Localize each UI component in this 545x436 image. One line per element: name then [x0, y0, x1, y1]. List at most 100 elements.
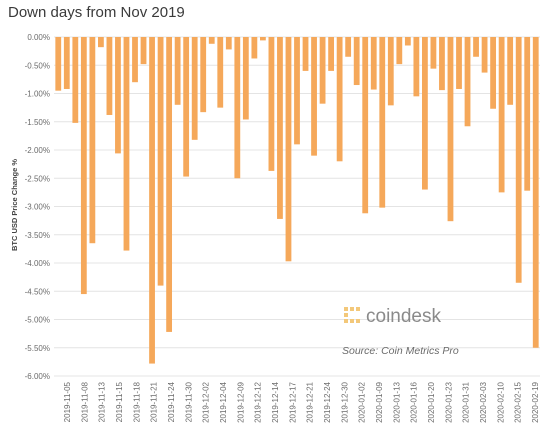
coindesk-watermark: coindesk — [344, 306, 441, 327]
x-tick-label: 2019-11-30 — [184, 381, 193, 422]
x-tick-label: 2020-01-13 — [392, 381, 401, 422]
bar — [251, 37, 258, 59]
bar — [404, 37, 411, 46]
bar — [464, 37, 471, 127]
bar — [225, 37, 232, 50]
bar — [515, 37, 522, 283]
x-tick-label: 2020-01-16 — [410, 381, 419, 422]
x-tick-label: 2019-12-12 — [254, 381, 263, 422]
bar — [89, 37, 96, 244]
y-tick-label: -4.50% — [25, 287, 50, 296]
x-tick-label: 2019-11-15 — [115, 381, 124, 422]
y-axis-ticks: 0.00% -0.50% -1.00% -1.50% -2.00% -2.50% -3.00… — [25, 33, 50, 381]
bar — [80, 37, 87, 295]
bar — [396, 37, 403, 65]
bar — [234, 37, 241, 179]
bar — [422, 37, 428, 190]
y-tick-label: -0.50% — [25, 61, 50, 70]
bar — [439, 37, 445, 91]
bar — [507, 37, 514, 105]
y-tick-label: -5.50% — [25, 344, 50, 353]
y-tick-label: -1.00% — [25, 90, 50, 99]
bar — [132, 37, 138, 83]
bar — [362, 37, 369, 214]
y-tick-label: 0.00% — [27, 33, 50, 42]
bar — [140, 37, 147, 65]
bar — [200, 37, 207, 113]
y-tick-label: -3.00% — [25, 203, 50, 212]
bar — [183, 37, 190, 177]
bar — [328, 37, 335, 71]
bar — [370, 37, 377, 90]
x-tick-label: 2020-01-09 — [375, 381, 384, 422]
bar — [447, 37, 454, 222]
bar — [345, 37, 352, 57]
bar — [532, 37, 539, 348]
x-tick-label: 2019-11-24 — [167, 381, 176, 422]
chart-title: Down days from Nov 2019 — [8, 4, 185, 21]
bar — [302, 37, 309, 71]
bar — [106, 37, 113, 115]
bar — [208, 37, 215, 44]
x-tick-label: 2020-01-20 — [427, 381, 436, 422]
bar — [217, 37, 224, 108]
bar — [242, 37, 249, 120]
bar — [115, 37, 121, 154]
coindesk-logo-icon — [344, 307, 360, 323]
x-tick-label: 2019-11-08 — [80, 381, 89, 422]
x-tick-label: 2020-02-03 — [479, 381, 488, 422]
x-tick-label: 2019-11-05 — [63, 381, 72, 422]
x-tick-label: 2020-01-02 — [358, 381, 367, 422]
bar — [277, 37, 283, 219]
y-tick-label: -6.00% — [25, 372, 50, 381]
x-tick-label: 2019-12-21 — [306, 381, 315, 422]
bar — [456, 37, 462, 89]
bar — [98, 37, 104, 48]
bar — [191, 37, 198, 140]
bar — [490, 37, 497, 109]
bar — [285, 37, 292, 262]
x-tick-label: 2019-12-24 — [323, 381, 332, 422]
x-tick-label: 2019-11-18 — [132, 381, 141, 422]
x-tick-label: 2019-12-09 — [236, 381, 245, 422]
bar — [260, 37, 266, 41]
x-tick-label: 2019-12-04 — [219, 381, 228, 422]
bar — [524, 37, 531, 191]
x-tick-label: 2019-12-17 — [288, 381, 297, 422]
bar — [123, 37, 130, 251]
bar — [166, 37, 173, 332]
bar — [498, 37, 505, 193]
bar — [319, 37, 326, 104]
x-tick-label: 2020-02-10 — [496, 381, 505, 422]
bars — [55, 37, 539, 364]
x-tick-label: 2019-12-30 — [340, 381, 349, 422]
bar — [473, 37, 479, 57]
y-axis-label: BTC USD Price Change % — [10, 159, 19, 251]
bar — [379, 37, 386, 208]
bar — [430, 37, 437, 69]
y-tick-label: -5.00% — [25, 316, 50, 325]
bar — [311, 37, 317, 156]
y-tick-label: -2.50% — [25, 174, 50, 183]
bar — [72, 37, 79, 123]
y-tick-label: -2.00% — [25, 146, 50, 155]
x-axis-ticks: 2019-11-05 2019-11-08 2019-11-13 2019-11-15… — [63, 381, 540, 422]
bar — [157, 37, 164, 286]
x-tick-label: 2020-01-31 — [462, 381, 471, 422]
x-tick-label: 2020-02-19 — [531, 381, 540, 422]
y-tick-label: -4.00% — [25, 259, 50, 268]
bar — [63, 37, 70, 89]
bar — [353, 37, 360, 86]
x-tick-label: 2019-12-02 — [202, 381, 211, 422]
bar — [387, 37, 394, 106]
bar — [294, 37, 300, 145]
x-tick-label: 2019-11-21 — [150, 381, 159, 422]
x-tick-label: 2019-12-14 — [271, 381, 280, 422]
bar — [55, 37, 62, 91]
bar — [268, 37, 275, 171]
y-tick-label: -3.50% — [25, 231, 50, 240]
source-note: Source: Coin Metrics Pro — [342, 345, 459, 357]
bar — [149, 37, 155, 364]
bar — [336, 37, 343, 162]
